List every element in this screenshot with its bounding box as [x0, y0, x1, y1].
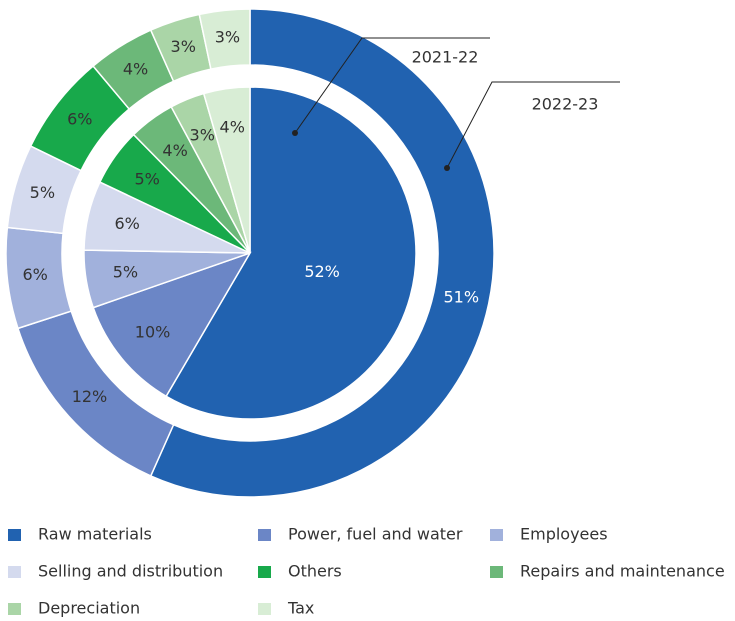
data-label: 52%	[304, 262, 340, 281]
data-label: 4%	[162, 141, 187, 160]
data-label: 12%	[72, 387, 108, 406]
series-label: 2022-23	[532, 95, 599, 114]
leader-line	[446, 81, 620, 169]
leader-dot	[444, 165, 450, 171]
slice	[198, 8, 251, 70]
legend-label: Tax	[287, 599, 314, 618]
legend-swatch	[258, 566, 271, 578]
legend-swatch	[490, 566, 503, 578]
legend-label: Selling and distribution	[38, 562, 223, 581]
data-label: 5%	[30, 183, 55, 202]
legend-label: Raw materials	[38, 525, 152, 544]
slice	[202, 86, 251, 254]
slice	[165, 86, 417, 420]
data-label: 6%	[22, 265, 47, 284]
legend-swatch	[8, 566, 21, 578]
data-label: 3%	[215, 28, 240, 47]
data-label: 4%	[123, 59, 148, 78]
series-label: 2021-22	[412, 48, 479, 67]
legend-label: Employees	[520, 525, 608, 544]
legend-swatch	[258, 603, 271, 615]
leader-line	[294, 37, 490, 134]
legend-label: Power, fuel and water	[288, 525, 463, 544]
data-label: 6%	[67, 110, 92, 129]
leader-dot	[292, 130, 298, 136]
data-label: 5%	[134, 169, 159, 188]
data-label: 3%	[171, 37, 196, 56]
data-label: 10%	[135, 323, 171, 342]
legend-label: Repairs and maintenance	[520, 562, 725, 581]
data-label: 51%	[443, 287, 479, 306]
legend-label: Others	[288, 562, 342, 581]
data-label: 6%	[114, 214, 139, 233]
slice	[149, 8, 495, 498]
data-label: 3%	[190, 126, 215, 145]
legend-swatch	[490, 529, 503, 541]
legend-swatch	[8, 603, 21, 615]
slice	[92, 251, 252, 398]
data-label: 5%	[113, 262, 138, 281]
legend-swatch	[8, 529, 21, 541]
data-label: 4%	[220, 118, 245, 137]
legend-swatch	[258, 529, 271, 541]
legend-label: Depreciation	[38, 599, 140, 618]
